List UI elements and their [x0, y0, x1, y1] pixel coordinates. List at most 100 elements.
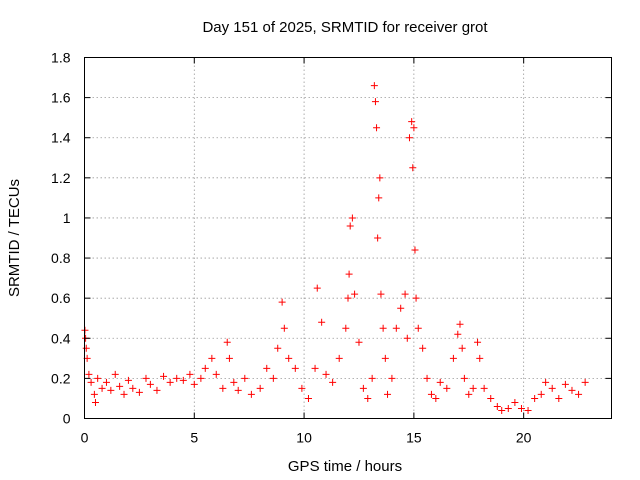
- x-tick-label: 0: [81, 430, 89, 446]
- data-point: [414, 324, 422, 332]
- data-point: [575, 390, 583, 398]
- x-tick-label: 5: [190, 430, 198, 446]
- data-point: [322, 370, 330, 378]
- data-point: [581, 378, 589, 386]
- data-point: [201, 364, 209, 372]
- data-point: [476, 354, 484, 362]
- data-point: [548, 384, 556, 392]
- data-point: [474, 338, 482, 346]
- data-point: [568, 386, 576, 394]
- y-tick-label: 1.8: [51, 50, 71, 66]
- y-tick-label: 1.6: [51, 90, 71, 106]
- y-tick-label: 0.2: [51, 370, 71, 386]
- data-point: [460, 374, 468, 382]
- data-point: [135, 388, 143, 396]
- data-point: [342, 324, 350, 332]
- data-point: [364, 394, 372, 402]
- data-point: [298, 384, 306, 392]
- data-point: [374, 234, 382, 242]
- y-axis-label: SRMTID / TECUs: [6, 179, 23, 297]
- data-point: [409, 164, 417, 172]
- data-point: [454, 330, 462, 338]
- data-point: [379, 324, 387, 332]
- data-point: [329, 378, 337, 386]
- data-point: [212, 370, 220, 378]
- data-point: [411, 246, 419, 254]
- data-point: [85, 370, 93, 378]
- data-point: [230, 378, 238, 386]
- data-point: [359, 384, 367, 392]
- data-point: [487, 394, 495, 402]
- data-point: [348, 214, 356, 222]
- grid: [84, 57, 612, 419]
- data-point: [370, 82, 378, 90]
- data-point: [98, 384, 106, 392]
- data-point: [129, 384, 137, 392]
- data-point: [443, 384, 451, 392]
- data-point: [493, 402, 501, 410]
- data-point: [436, 378, 444, 386]
- data-point: [345, 270, 353, 278]
- data-point: [517, 404, 525, 412]
- y-tick-label: 0.4: [51, 330, 71, 346]
- data-point: [278, 298, 286, 306]
- y-tick-label: 0.6: [51, 290, 71, 306]
- data-point: [531, 394, 539, 402]
- data-point: [219, 384, 227, 392]
- data-point: [469, 384, 477, 392]
- data-point: [458, 344, 466, 352]
- data-point: [146, 380, 154, 388]
- data-point: [511, 398, 519, 406]
- data-point: [412, 294, 420, 302]
- data-point: [504, 404, 512, 412]
- data-point: [116, 382, 124, 390]
- data-point: [423, 374, 431, 382]
- y-tick-label: 1.4: [51, 130, 71, 146]
- data-point: [247, 390, 255, 398]
- axis-ticks: 0 0.2 0.4 0.6 0.8 1 1.2 1.4 1.6 1.8 0 5 10 15 20: [51, 50, 612, 446]
- data-point: [371, 98, 379, 106]
- data-point: [311, 364, 319, 372]
- data-point: [142, 374, 150, 382]
- data-point: [274, 344, 282, 352]
- data-point: [537, 390, 545, 398]
- y-tick-label: 1.2: [51, 170, 71, 186]
- data-point: [160, 372, 168, 380]
- data-point: [91, 398, 99, 406]
- data-point: [111, 370, 119, 378]
- data-point: [373, 124, 381, 132]
- data-point: [190, 380, 198, 388]
- data-point: [234, 386, 242, 394]
- data-point: [377, 290, 385, 298]
- data-point: [498, 406, 506, 414]
- data-point: [524, 406, 532, 414]
- data-point: [456, 320, 464, 328]
- data-point: [82, 344, 90, 352]
- data-point: [197, 374, 205, 382]
- data-point: [388, 374, 396, 382]
- data-point: [344, 294, 352, 302]
- data-point: [381, 354, 389, 362]
- data-point: [90, 390, 98, 398]
- plot-frame: [84, 57, 612, 419]
- data-point: [223, 338, 231, 346]
- data-point: [351, 290, 359, 298]
- data-point: [173, 374, 181, 382]
- data-point: [405, 134, 413, 142]
- data-point: [256, 384, 264, 392]
- data-point: [94, 374, 102, 382]
- data-point: [555, 394, 563, 402]
- data-point: [375, 194, 383, 202]
- y-tick-label: 1: [63, 210, 71, 226]
- data-point: [346, 222, 354, 230]
- data-points: [81, 82, 589, 414]
- data-point: [225, 354, 233, 362]
- data-point: [318, 318, 326, 326]
- data-point: [419, 344, 427, 352]
- data-point: [401, 290, 409, 298]
- data-point: [384, 390, 392, 398]
- data-point: [166, 378, 174, 386]
- data-point: [263, 364, 271, 372]
- data-point: [186, 370, 194, 378]
